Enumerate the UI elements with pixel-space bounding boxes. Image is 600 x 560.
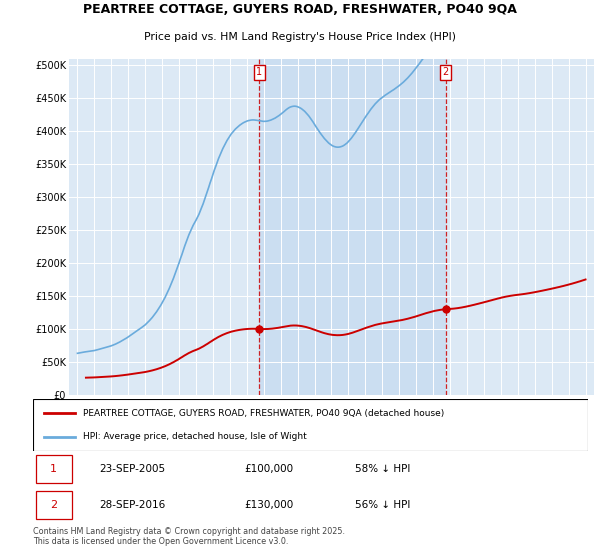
Bar [259,59,446,395]
Text: Contains HM Land Registry data © Crown copyright and database right 2025.
This d: Contains HM Land Registry data © Crown c… [33,527,345,547]
FancyBboxPatch shape [36,455,72,483]
FancyBboxPatch shape [36,492,72,520]
Text: 58% ↓ HPI: 58% ↓ HPI [355,464,410,474]
Text: £130,000: £130,000 [244,501,293,510]
Text: PEARTREE COTTAGE, GUYERS ROAD, FRESHWATER, PO40 9QA: PEARTREE COTTAGE, GUYERS ROAD, FRESHWATE… [83,3,517,16]
Text: 1: 1 [50,464,57,474]
Text: Price paid vs. HM Land Registry's House Price Index (HPI): Price paid vs. HM Land Registry's House … [144,32,456,42]
Text: 1: 1 [256,67,262,77]
Text: 56% ↓ HPI: 56% ↓ HPI [355,501,410,510]
Text: 28-SEP-2016: 28-SEP-2016 [100,501,166,510]
Text: £100,000: £100,000 [244,464,293,474]
Text: HPI: Average price, detached house, Isle of Wight: HPI: Average price, detached house, Isle… [83,432,307,441]
Text: 2: 2 [443,67,449,77]
Text: 2: 2 [50,501,57,510]
Text: 23-SEP-2005: 23-SEP-2005 [100,464,166,474]
Text: PEARTREE COTTAGE, GUYERS ROAD, FRESHWATER, PO40 9QA (detached house): PEARTREE COTTAGE, GUYERS ROAD, FRESHWATE… [83,409,444,418]
